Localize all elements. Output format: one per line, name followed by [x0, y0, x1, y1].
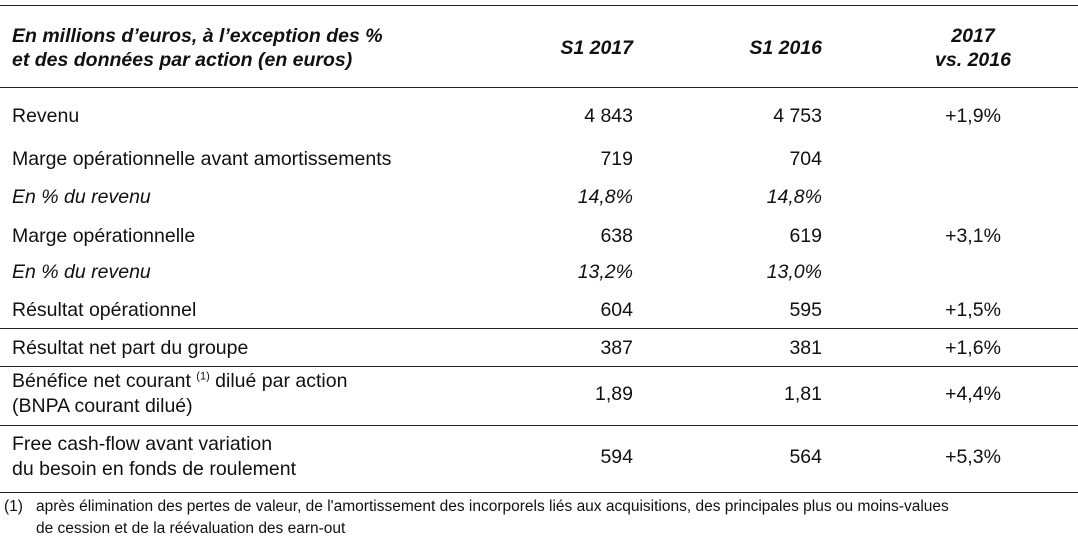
header-col-s1-2017: S1 2017 [560, 37, 633, 59]
value-s1-2016: 4 753 [773, 105, 822, 127]
footnote-reference: (1) [196, 370, 210, 383]
value-s1-2016: 564 [789, 446, 822, 468]
value-s1-2016: 381 [789, 337, 822, 359]
row-label: Marge opérationnelle [12, 225, 196, 247]
value-s1-2017: 387 [600, 337, 633, 359]
value-s1-2017: 719 [600, 148, 633, 170]
row-label-line1: Free cash-flow avant variation [12, 433, 273, 455]
row-rule [0, 328, 1078, 329]
value-s1-2016: 704 [789, 148, 822, 170]
value-variation: +3,1% [945, 225, 1001, 247]
value-s1-2016: 619 [789, 225, 822, 247]
row-label: En % du revenu [12, 261, 151, 283]
row-label: En % du revenu [12, 186, 151, 208]
row-rule [0, 425, 1078, 426]
header-label-line2: et des données par action (en euros) [12, 49, 353, 71]
footnote-text-line2: de cession et de la réévaluation des ear… [36, 520, 346, 537]
footnote-marker: (1) [4, 498, 23, 515]
table-top-rule [0, 5, 1078, 6]
row-label-part: dilué par action [209, 370, 348, 392]
value-s1-2016: 13,0% [766, 261, 822, 283]
row-label: Revenu [12, 105, 80, 127]
table-bottom-rule [0, 492, 1078, 493]
value-s1-2016: 595 [789, 299, 822, 321]
row-label-part: Bénéfice net courant [12, 370, 197, 392]
header-col-variation-line2: vs. 2016 [935, 49, 1011, 71]
row-label-line2: du besoin en fonds de roulement [12, 458, 297, 480]
row-label-line1: Bénéfice net courant (1) dilué par actio… [12, 369, 347, 393]
footnote-text-line1: après élimination des pertes de valeur, … [36, 498, 949, 515]
value-variation: +5,3% [945, 446, 1001, 468]
value-s1-2017: 1,89 [595, 383, 633, 405]
value-variation: +4,4% [945, 383, 1001, 405]
value-s1-2017: 604 [600, 299, 633, 321]
header-col-s1-2016: S1 2016 [749, 37, 822, 59]
header-label-line1: En millions d’euros, à l’exception des % [12, 25, 383, 47]
value-variation: +1,6% [945, 337, 1001, 359]
value-variation: +1,9% [945, 105, 1001, 127]
value-s1-2017: 14,8% [577, 186, 633, 208]
value-s1-2017: 4 843 [584, 105, 633, 127]
value-s1-2016: 1,81 [784, 383, 822, 405]
row-label: Résultat opérationnel [12, 299, 197, 321]
row-label-line2: (BNPA courant dilué) [12, 395, 193, 417]
value-s1-2017: 638 [600, 225, 633, 247]
row-rule [0, 366, 1078, 367]
header-col-variation-line1: 2017 [951, 25, 995, 47]
value-s1-2016: 14,8% [766, 186, 822, 208]
row-label: Marge opérationnelle avant amortissement… [12, 148, 392, 170]
value-s1-2017: 594 [600, 446, 633, 468]
header-rule [0, 87, 1078, 88]
value-variation: +1,5% [945, 299, 1001, 321]
value-s1-2017: 13,2% [577, 261, 633, 283]
row-label: Résultat net part du groupe [12, 337, 249, 359]
